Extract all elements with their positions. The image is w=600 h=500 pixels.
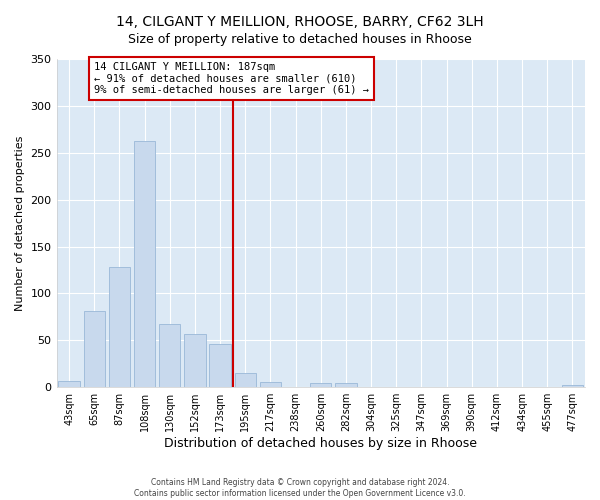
Text: 14 CILGANT Y MEILLION: 187sqm
← 91% of detached houses are smaller (610)
9% of s: 14 CILGANT Y MEILLION: 187sqm ← 91% of d… [94, 62, 369, 95]
Y-axis label: Number of detached properties: Number of detached properties [15, 136, 25, 311]
Bar [235, 373, 256, 387]
Bar [335, 384, 356, 387]
Bar [562, 386, 583, 387]
Text: 14, CILGANT Y MEILLION, RHOOSE, BARRY, CF62 3LH: 14, CILGANT Y MEILLION, RHOOSE, BARRY, C… [116, 15, 484, 29]
Bar [159, 324, 181, 387]
Bar [310, 384, 331, 387]
Bar [58, 380, 80, 387]
Bar [83, 312, 105, 387]
Text: Contains HM Land Registry data © Crown copyright and database right 2024.
Contai: Contains HM Land Registry data © Crown c… [134, 478, 466, 498]
Bar [260, 382, 281, 387]
Bar [184, 334, 206, 387]
Bar [209, 344, 231, 387]
X-axis label: Distribution of detached houses by size in Rhoose: Distribution of detached houses by size … [164, 437, 477, 450]
Text: Size of property relative to detached houses in Rhoose: Size of property relative to detached ho… [128, 32, 472, 46]
Bar [134, 140, 155, 387]
Bar [109, 267, 130, 387]
